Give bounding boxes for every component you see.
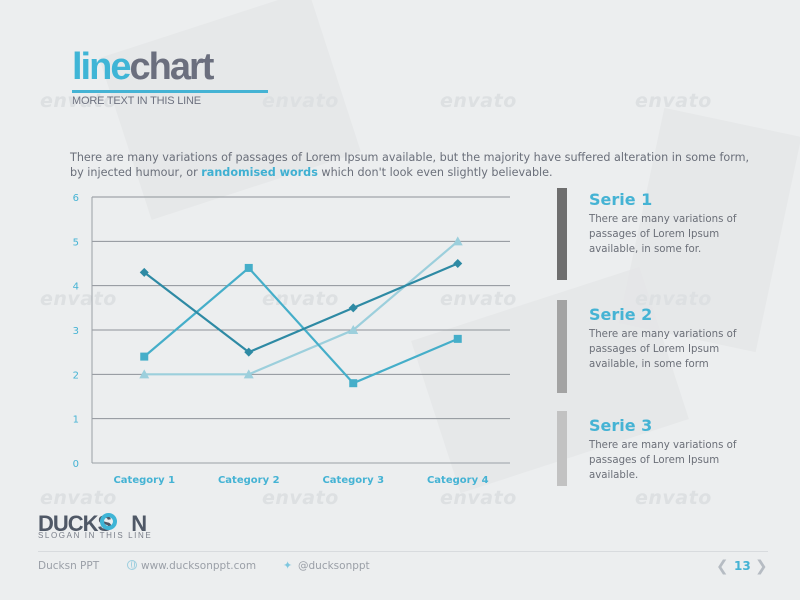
- x-tick-label: Category 3: [322, 475, 384, 486]
- data-point: [349, 379, 358, 388]
- x-tick-label: Category 4: [427, 475, 489, 486]
- y-tick-label: 2: [73, 370, 79, 381]
- next-slide-button[interactable]: ❯: [755, 557, 768, 575]
- globe-icon: [127, 560, 137, 570]
- data-point: [140, 352, 149, 361]
- brand-logo-text-end: N: [131, 511, 147, 536]
- intro-text-end: which don't look even slightly believabl…: [317, 166, 553, 180]
- legend-description-2: There are many variations of passages of…: [589, 329, 737, 370]
- data-point: [243, 369, 254, 379]
- watermark: envato: [635, 487, 712, 509]
- legend-title-1: Serie 1: [589, 190, 653, 209]
- watermark: envato: [40, 487, 117, 509]
- data-point: [348, 325, 359, 334]
- page-number: 13: [734, 559, 751, 573]
- y-tick-label: 3: [73, 326, 79, 337]
- footer-company: Ducksn PPT: [38, 560, 100, 572]
- page-title-part2: chart: [129, 46, 214, 88]
- title-underline: [72, 90, 268, 93]
- watermark: envato: [440, 487, 517, 509]
- watermark: envato: [635, 288, 712, 310]
- legend-color-bar-1: [557, 188, 567, 280]
- brand-logo: DUCKS N: [38, 511, 147, 537]
- brand-slogan: SLOGAN IN THIS LINE: [38, 531, 153, 540]
- legend-description-3: There are many variations of passages of…: [589, 440, 737, 481]
- watermark: envato: [40, 90, 117, 112]
- data-point: [139, 267, 149, 277]
- watermark: envato: [262, 90, 339, 112]
- legend-title-2: Serie 2: [589, 305, 653, 324]
- y-tick-label: 5: [73, 237, 79, 248]
- footer-twitter-link[interactable]: @ducksonppt: [298, 560, 370, 572]
- data-point: [452, 236, 463, 246]
- x-tick-label: Category 2: [218, 475, 280, 486]
- data-point: [348, 303, 358, 313]
- y-tick-label: 6: [73, 193, 79, 204]
- series-line: [143, 262, 459, 354]
- data-point: [244, 263, 253, 272]
- legend-description-1: There are many variations of passages of…: [589, 214, 737, 255]
- data-point: [453, 259, 463, 268]
- data-point: [244, 347, 254, 357]
- x-tick-label: Category 1: [113, 475, 175, 486]
- brand-logo-text: DUCKS: [38, 511, 112, 536]
- y-tick-label: 4: [73, 282, 79, 293]
- intro-text: There are many variations of passages of…: [70, 151, 750, 180]
- chart-series: [139, 236, 463, 388]
- footer-divider: [38, 551, 768, 552]
- data-point: [139, 369, 150, 379]
- chart-axes: 0 1 2 3 4 5 6 Category 1 Category 2 Category 3 Cat…: [73, 193, 489, 486]
- legend-color-bar-2: [557, 300, 567, 393]
- logo-ring-icon: [100, 513, 117, 530]
- legend-color-bar-3: [557, 411, 567, 486]
- intro-paragraph: There are many variations of passages of…: [70, 150, 750, 180]
- page-title: linechart: [72, 46, 214, 88]
- footer-website-link[interactable]: www.ducksonppt.com: [141, 560, 257, 572]
- prev-slide-button[interactable]: ❮: [716, 557, 729, 575]
- watermark: envato: [440, 90, 517, 112]
- watermark: envato: [440, 288, 517, 310]
- watermark: envato: [262, 487, 339, 509]
- watermark: envato: [635, 90, 712, 112]
- twitter-icon: ✦: [283, 559, 293, 572]
- page-subtitle: MORE TEXT IN THIS LINE: [72, 95, 201, 107]
- y-tick-label: 1: [73, 415, 79, 426]
- legend-title-3: Serie 3: [589, 416, 653, 435]
- data-point: [453, 334, 462, 343]
- intro-highlight: randomised words: [201, 166, 318, 180]
- watermark: envato: [40, 288, 117, 310]
- y-tick-label: 0: [73, 459, 79, 470]
- page-title-part1: line: [72, 46, 131, 88]
